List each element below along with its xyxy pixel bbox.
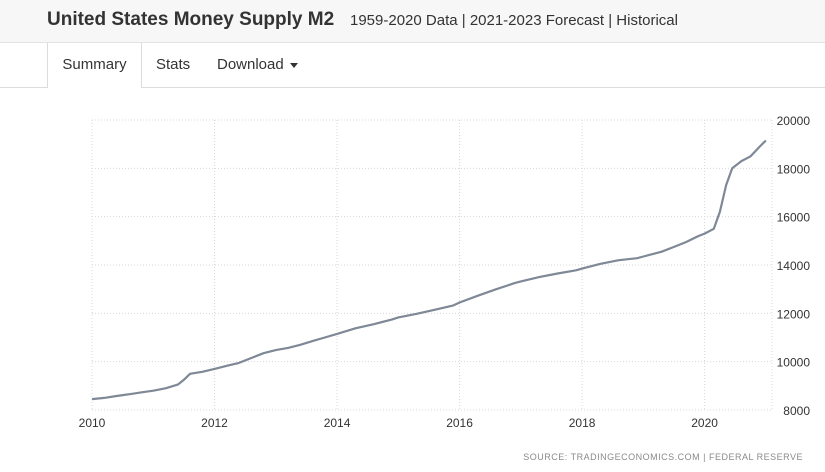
x-tick-label: 2020 bbox=[691, 416, 718, 430]
x-tick-label: 2012 bbox=[201, 416, 228, 430]
caret-down-icon bbox=[289, 62, 298, 68]
x-tick-label: 2018 bbox=[569, 416, 596, 430]
tab-stats-label: Stats bbox=[156, 56, 191, 73]
y-tick-label: 16000 bbox=[777, 211, 811, 225]
tab-bar: Summary Stats Download bbox=[0, 43, 825, 88]
x-tick-label: 2016 bbox=[446, 416, 473, 430]
y-tick-label: 18000 bbox=[777, 162, 811, 176]
x-tick-label: 2014 bbox=[324, 416, 351, 430]
page-header: United States Money Supply M2 1959-2020 … bbox=[0, 0, 825, 43]
tab-stats[interactable]: Stats bbox=[156, 43, 190, 87]
chart-grid bbox=[91, 119, 773, 411]
y-tick-label: 10000 bbox=[777, 356, 811, 370]
y-tick-label: 20000 bbox=[777, 114, 811, 128]
y-tick-label: 12000 bbox=[777, 307, 811, 321]
page-title: United States Money Supply M2 bbox=[47, 9, 335, 30]
tab-summary[interactable]: Summary bbox=[47, 43, 142, 88]
tab-download[interactable]: Download bbox=[217, 43, 298, 87]
tab-summary-label: Summary bbox=[62, 56, 127, 73]
y-tick-label: 8000 bbox=[783, 404, 810, 418]
page-subtitle: 1959-2020 Data | 2021-2023 Forecast | Hi… bbox=[350, 12, 678, 29]
x-axis-ticks: 2010 2012 2014 2016 2018 2020 bbox=[79, 416, 719, 430]
m2-series-line bbox=[91, 139, 767, 401]
x-tick-label: 2010 bbox=[79, 416, 106, 430]
tab-download-label: Download bbox=[217, 56, 284, 73]
source-note: SOURCE: TRADINGECONOMICS.COM | FEDERAL R… bbox=[523, 452, 803, 462]
y-axis-ticks: 8000 10000 12000 14000 16000 18000 20000 bbox=[777, 114, 811, 418]
y-tick-label: 14000 bbox=[777, 259, 811, 273]
m2-line-chart: 2010 2012 2014 2016 2018 2020 8000 10000 12000 1… bbox=[79, 114, 811, 430]
